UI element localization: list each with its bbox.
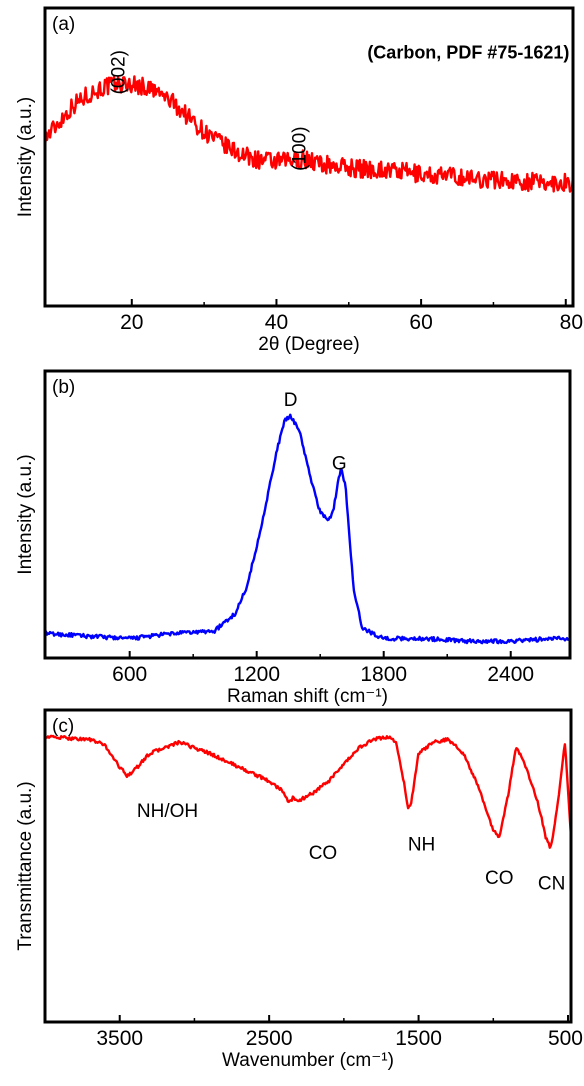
x-tick-label-1-0: 600 <box>112 663 147 686</box>
x-axis-label-2: Wavenumber (cm⁻¹) <box>222 1050 394 1071</box>
annotation-0-1: (002) <box>109 50 130 94</box>
annotation-0-0: (Carbon, PDF #75-1621) <box>367 43 569 63</box>
annotation-1-1: G <box>332 453 347 474</box>
x-tick-label-2-0: 3500 <box>96 1027 143 1050</box>
x-tick-label-1-3: 2400 <box>487 663 534 686</box>
x-tick-label-2-2: 1500 <box>395 1027 442 1050</box>
x-tick-label-1-2: 1800 <box>360 663 407 686</box>
series-line-0-0 <box>43 75 575 193</box>
panel-label-0: (a) <box>52 14 75 35</box>
plot-frame-0 <box>43 6 575 308</box>
x-tick-label-0-2: 60 <box>409 311 432 334</box>
annotation-2-1: CO <box>309 843 338 864</box>
annotation-2-3: CO <box>485 868 514 889</box>
y-axis-label-1: Intensity (a.u.) <box>15 454 36 574</box>
annotation-2-0: NH/OH <box>137 801 198 822</box>
annotation-2-2: NH <box>408 835 435 856</box>
annotation-2-4: CN <box>538 873 565 894</box>
plot-frame-1 <box>43 369 572 660</box>
y-axis-label-0: Intensity (a.u.) <box>15 97 36 217</box>
series-line-2-0 <box>44 734 573 849</box>
x-tick-label-0-1: 40 <box>265 311 288 334</box>
x-axis-label-0: 2θ (Degree) <box>258 334 359 355</box>
annotation-0-2: (100) <box>289 126 310 170</box>
x-tick-label-0-3: 80 <box>560 311 583 334</box>
plot-frame-2 <box>43 708 573 1024</box>
panel-label-1: (b) <box>52 377 75 398</box>
y-axis-label-2: Transmittance (a.u.) <box>15 781 36 950</box>
annotation-1-0: D <box>284 390 298 411</box>
x-axis-label-1: Raman shift (cm⁻¹) <box>227 686 388 707</box>
x-tick-label-1-1: 1200 <box>233 663 280 686</box>
panel-label-2: (c) <box>52 716 74 737</box>
x-tick-label-0-0: 20 <box>120 311 143 334</box>
x-tick-label-2-3: 500 <box>548 1027 583 1050</box>
series-line-1-0 <box>43 413 572 645</box>
x-tick-label-2-1: 2500 <box>246 1027 293 1050</box>
